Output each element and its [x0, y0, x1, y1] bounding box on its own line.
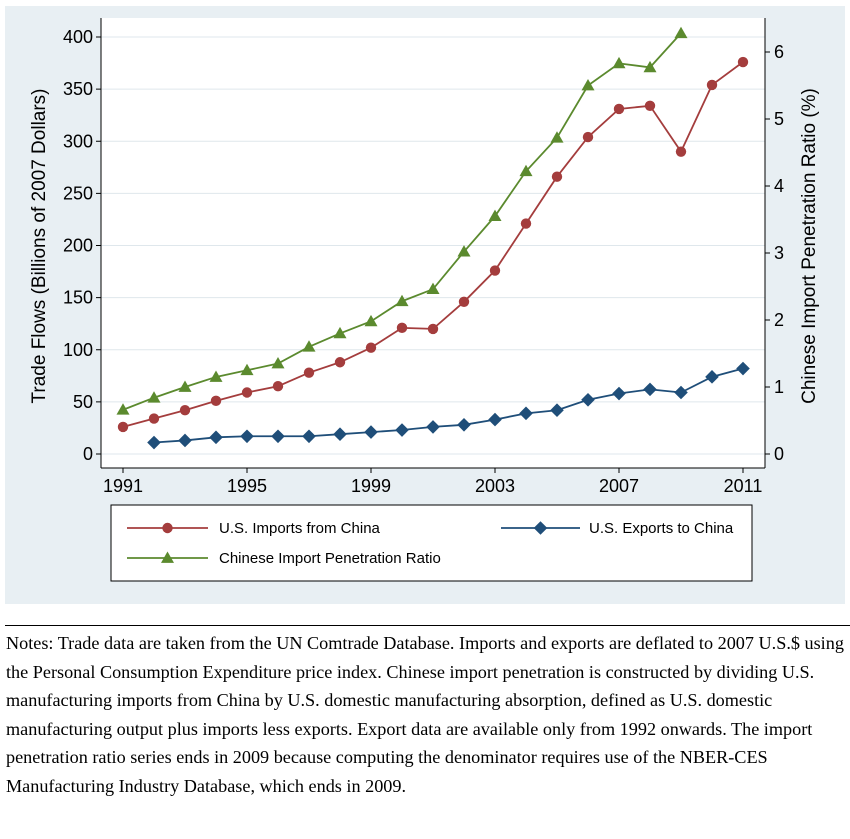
series-2-point [705, 370, 719, 384]
series-2-point [426, 420, 440, 434]
series-1-point [241, 387, 253, 398]
series-3-point [147, 391, 161, 403]
series-3-point [271, 357, 285, 369]
legend-swatch-marker-3 [161, 551, 174, 563]
series-2-point [643, 382, 657, 397]
series-3-point [240, 363, 254, 376]
series-3-point [116, 403, 130, 415]
series-1-point [427, 323, 439, 335]
series-3-point [550, 131, 564, 143]
series-1-point [148, 413, 160, 424]
series-1-point [303, 367, 315, 378]
series-1-point [334, 357, 346, 368]
series-3-point [395, 294, 409, 307]
series-1-point [737, 56, 749, 68]
y-tick-label: 100 [63, 340, 93, 360]
series-2-point [612, 386, 626, 401]
x-tick-label: 1991 [103, 476, 143, 496]
legend-swatch-marker-1 [162, 522, 173, 534]
y-tick-label: 50 [73, 392, 93, 412]
series-1-point [644, 100, 656, 112]
series-3-point [612, 56, 626, 69]
y2-tick-label: 3 [774, 243, 784, 263]
x-tick-label: 1999 [351, 476, 391, 496]
series-2-point [395, 423, 409, 437]
y2-tick-label: 6 [774, 42, 784, 62]
series-1-point [613, 103, 625, 115]
y2-axis-title: Chinese Import Penetration Ratio (%) [799, 88, 820, 404]
series-2-point [519, 406, 533, 421]
series-3-point [643, 60, 657, 73]
series-3-point [488, 209, 502, 222]
y2-tick-label: 0 [774, 444, 784, 464]
legend-box [110, 504, 753, 582]
series-3-point [457, 245, 471, 257]
y2-tick-label: 1 [774, 377, 784, 397]
series-2-point [333, 427, 347, 441]
series-3-point [178, 380, 192, 392]
series-3-point [581, 79, 595, 91]
series-3-point [519, 164, 533, 177]
y-tick-label: 350 [63, 79, 93, 99]
series-2-point [550, 403, 564, 418]
series-3-point [302, 340, 316, 352]
y-tick-label: 250 [63, 183, 93, 203]
series-1-point [458, 296, 470, 307]
series-1-point [551, 171, 563, 182]
series-2-point [147, 435, 161, 450]
trade-flows-chart: 0 50 100 150 200 250 300 350 400 0 1 2 3 4 5 6 1991 1995 1… [29, 18, 820, 582]
notes-text: Notes: Trade data are taken from the UN … [6, 633, 844, 796]
series-2-point [302, 429, 316, 444]
series-3-point [333, 326, 347, 339]
y2-tick-label: 5 [774, 109, 784, 129]
x-tick-label: 1995 [227, 476, 267, 496]
legend-label-3: Chinese Import Penetration Ratio [219, 550, 441, 567]
series-1-point [210, 395, 222, 407]
series-2-point [271, 429, 285, 444]
series-1-point [520, 218, 532, 229]
y-axis-title: Trade Flows (Billions of 2007 Dollars) [29, 88, 50, 403]
series-2-point [488, 412, 502, 427]
x-tick-label: 2007 [599, 476, 639, 496]
series-2-point [674, 385, 688, 400]
y2-tick-label: 4 [774, 176, 784, 196]
series-1-point [179, 405, 191, 416]
series-2-point [178, 433, 192, 448]
series-3-point [364, 314, 378, 327]
y-tick-label: 400 [63, 27, 93, 47]
series-2-point [240, 429, 254, 444]
series-1-point [396, 322, 408, 334]
figure-panel: 0 50 100 150 200 250 300 350 400 0 1 2 3 4 5 6 1991 1995 1… [5, 6, 845, 604]
legend-label-1: U.S. Imports from China [219, 520, 381, 537]
series-2-point [209, 430, 223, 445]
notes-divider [5, 625, 850, 626]
series-2-point [736, 361, 750, 376]
legend-swatch-marker-2 [533, 521, 548, 535]
series-2-point [364, 425, 378, 439]
x-tick-label: 2011 [724, 476, 763, 496]
y2-tick-label: 2 [774, 310, 784, 330]
y-tick-label: 0 [83, 444, 93, 464]
series-3-point [209, 370, 223, 382]
series-2-point [457, 418, 471, 432]
series-3-point [674, 26, 688, 39]
series-1-point [675, 146, 687, 157]
plot-area [101, 18, 765, 468]
series-2-point [581, 392, 595, 407]
series-1-point [582, 131, 594, 143]
x-tick-label: 2003 [475, 476, 515, 496]
series-1-point [706, 79, 718, 91]
series-3-point [426, 282, 440, 295]
series-1-point [117, 421, 129, 433]
y-tick-label: 150 [63, 288, 93, 308]
series-1-point [365, 342, 377, 353]
series-1-point [272, 381, 284, 392]
legend-label-2: U.S. Exports to China [589, 520, 734, 537]
series-1-point [489, 265, 501, 276]
y-tick-label: 300 [63, 131, 93, 151]
y-tick-label: 200 [63, 236, 93, 256]
